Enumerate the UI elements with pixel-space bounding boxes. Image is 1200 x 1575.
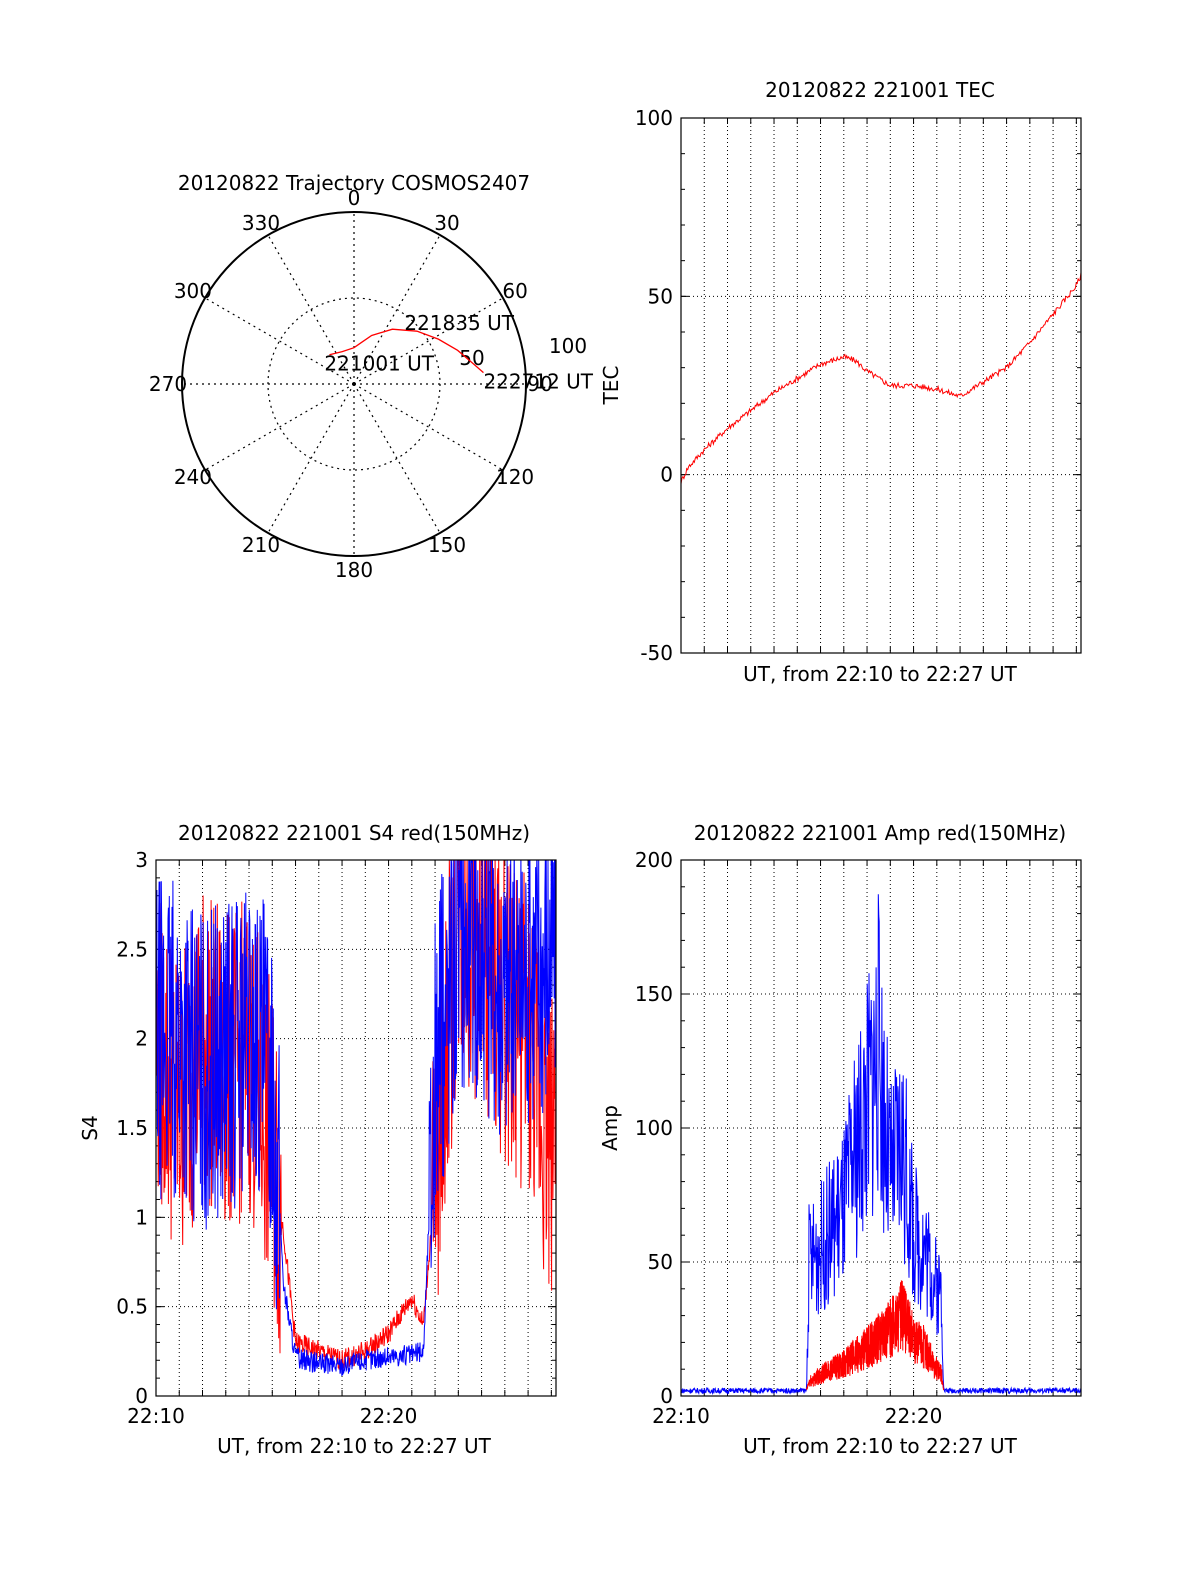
polar-outer-circle (181, 211, 527, 557)
y-tick-label: 2.5 (116, 937, 148, 961)
s4-xlabel: UT, from 22:10 to 22:27 UT (217, 1434, 492, 1458)
s4-plot-area: 0 0.5 1 1.5 2 2.5 3 22:10 22:20 (116, 848, 557, 1428)
y-tick-label: 1.5 (116, 1116, 148, 1140)
polar-title: 20120822 Trajectory COSMOS2407 (178, 171, 530, 195)
y-tick-label: 50 (648, 284, 673, 308)
trajectory-label: 221835 UT (404, 311, 514, 335)
polar-grid (181, 211, 527, 557)
y-tick-label: 150 (635, 982, 673, 1006)
polar-azimuth-label: 330 (242, 211, 280, 235)
x-tick-label: 22:20 (885, 1404, 943, 1428)
y-tick-label: 100 (635, 1116, 673, 1140)
y-tick-label: 2 (135, 1027, 148, 1051)
y-tick-label: 3 (135, 848, 148, 872)
y-tick-label: 100 (635, 106, 673, 130)
polar-spoke (267, 234, 355, 385)
plot-frame (680, 859, 1082, 1397)
polar-azimuth-label: 0 (348, 186, 361, 210)
amp-panel: 20120822 221001 Amp red(150MHz) Amp UT, … (598, 821, 1082, 1458)
trajectory-line (329, 328, 484, 374)
polar-radial-labels: 50 100 (459, 334, 587, 370)
plot-frame (680, 117, 1082, 654)
polar-azimuth-label: 30 (434, 211, 459, 235)
y-tick-label: -50 (640, 641, 673, 665)
tec-xlabel: UT, from 22:10 to 22:27 UT (743, 662, 1018, 686)
tec-title: 20120822 221001 TEC (765, 78, 995, 102)
s4-panel: 20120822 221001 S4 red(150MHz) S4 UT, fr… (78, 821, 557, 1458)
polar-azimuth-label: 60 (502, 279, 527, 303)
polar-azimuth-label: 150 (428, 533, 466, 557)
y-tick-label: 1 (135, 1205, 148, 1229)
trajectory-label: 221001 UT (324, 352, 434, 376)
amp-title: 20120822 221001 Amp red(150MHz) (694, 821, 1066, 845)
series-group (156, 860, 556, 1376)
x-tick-label: 22:10 (127, 1404, 185, 1428)
polar-azimuth-label: 300 (174, 279, 212, 303)
trajectory-path (329, 328, 484, 374)
polar-spoke (204, 383, 355, 471)
polar-spoke (353, 383, 504, 471)
x-tick-label: 22:20 (360, 1404, 418, 1428)
series-line (681, 894, 1081, 1396)
polar-azimuth-label: 270 (149, 372, 187, 396)
series-line (806, 1280, 945, 1391)
y-tick-label: 50 (648, 1250, 673, 1274)
polar-spoke (204, 297, 355, 385)
polar-trajectory-panel: 20120822 Trajectory COSMOS2407 0 30 60 90 12… (149, 171, 594, 582)
s4-title: 20120822 221001 S4 red(150MHz) (178, 821, 530, 845)
polar-radial-label: 50 (459, 346, 484, 370)
polar-azimuth-label: 120 (496, 465, 534, 489)
series-line (681, 272, 1081, 484)
amp-ylabel: Amp (598, 1105, 622, 1151)
series-line (156, 860, 556, 1376)
series-group (681, 272, 1081, 484)
polar-azimuth-labels: 0 30 60 90 120 150 180 210 240 270 300 330 (149, 186, 553, 582)
polar-spoke (267, 383, 355, 534)
trajectory-label: 222712 UT (483, 370, 593, 394)
polar-spoke (353, 297, 504, 385)
y-tick-label: 0 (660, 1384, 673, 1408)
plot-frame (155, 859, 557, 1397)
y-tick-label: 0.5 (116, 1295, 148, 1319)
s4-ylabel: S4 (78, 1115, 102, 1140)
amp-xlabel: UT, from 22:10 to 22:27 UT (743, 1434, 1018, 1458)
trajectory-labels: 221001 UT 221835 UT 222712 UT (324, 311, 593, 393)
polar-azimuth-label: 210 (242, 533, 280, 557)
tec-panel: 20120822 221001 TEC TEC UT, from 22:10 t… (599, 78, 1082, 686)
tec-plot-area: -50 0 50 100 (635, 106, 1082, 665)
y-tick-label: 0 (660, 463, 673, 487)
amp-plot-area: 0 50 100 150 200 22:10 22:20 (635, 848, 1082, 1428)
x-tick-label: 22:10 (652, 1404, 710, 1428)
y-tick-label: 200 (635, 848, 673, 872)
polar-spoke (353, 383, 441, 534)
series-group (681, 894, 1081, 1396)
polar-azimuth-label: 240 (174, 465, 212, 489)
tec-ylabel: TEC (599, 366, 623, 406)
polar-azimuth-label: 90 (527, 372, 552, 396)
polar-azimuth-label: 180 (335, 558, 373, 582)
polar-spoke (353, 234, 441, 385)
polar-radial-label: 100 (549, 334, 587, 358)
y-tick-label: 0 (135, 1384, 148, 1408)
